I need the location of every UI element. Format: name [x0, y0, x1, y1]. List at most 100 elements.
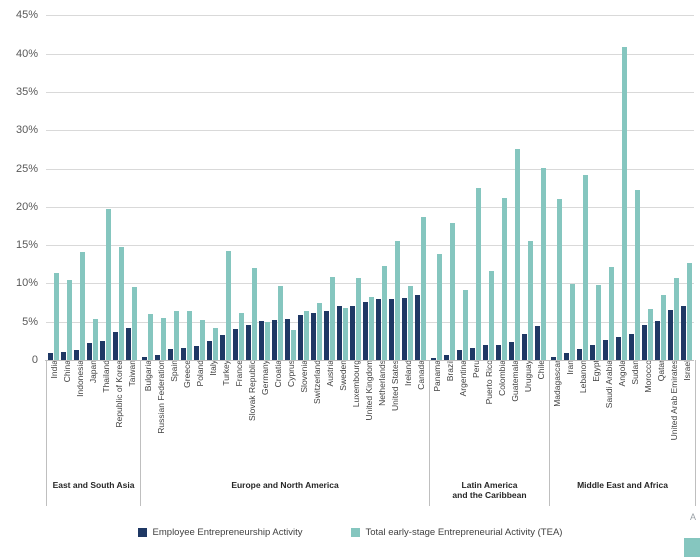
tea-bar [265, 322, 270, 360]
bar-pair [470, 10, 481, 360]
country-column [603, 10, 614, 360]
country-label: Spain [169, 360, 180, 472]
country-label: Slovak Republic [247, 360, 258, 472]
country-label-text: Lebanon [578, 360, 588, 394]
bar-pair [337, 10, 348, 360]
country-label-text: Ireland [403, 360, 413, 386]
country-column [655, 10, 666, 360]
country-label-text: Colombia [497, 360, 507, 396]
country-label-text: Guatemala [510, 360, 520, 402]
country-label-text: Italy [208, 360, 218, 376]
country-label: Egypt [591, 360, 602, 472]
bar-pair [285, 10, 296, 360]
eea-bar [87, 343, 92, 360]
country-label: Germany [260, 360, 271, 472]
country-label-text: Qatar [656, 360, 666, 382]
country-label-text: Japan [88, 360, 98, 384]
bar-pair [181, 10, 192, 360]
eea-bar [629, 334, 634, 360]
country-label: Ireland [403, 360, 414, 472]
country-column [681, 10, 692, 360]
country-column [100, 10, 111, 360]
country-column [155, 10, 166, 360]
bar-pair [298, 10, 309, 360]
country-label-text: Canada [416, 360, 426, 390]
country-label: Puerto Rico [484, 360, 495, 472]
country-column [483, 10, 494, 360]
country-label: Croatia [273, 360, 284, 472]
region-label: Europe and North America [231, 480, 339, 490]
legend: Employee Entrepreneurship Activity Total… [0, 527, 700, 538]
country-column [551, 10, 562, 360]
country-label-text: Slovak Republic [247, 360, 257, 421]
country-label: United Arab Emirates [669, 360, 680, 472]
gridline-20 [46, 206, 694, 208]
bar-pair [415, 10, 426, 360]
country-label: Brazil [445, 360, 456, 472]
eea-bar [509, 342, 514, 360]
country-label: United Kingdom [364, 360, 375, 472]
country-label: Luxembourg [351, 360, 362, 472]
region-label: Middle East and Africa [577, 480, 668, 490]
y-tick-label: 25% [15, 162, 38, 175]
eea-bar [655, 321, 660, 360]
bar-pair [668, 10, 679, 360]
tea-bar [395, 241, 400, 360]
bar-pair [577, 10, 588, 360]
country-label: Austria [325, 360, 336, 472]
eea-bar [337, 306, 342, 360]
bar-pair [113, 10, 124, 360]
country-column [457, 10, 468, 360]
y-tick-label: 35% [15, 85, 38, 98]
country-label-text: Luxembourg [351, 360, 361, 408]
region-group: India China Indonesia Japan Thailand Republic… [46, 10, 140, 506]
tea-bar [661, 295, 666, 360]
country-column [564, 10, 575, 360]
tea-bar [148, 314, 153, 360]
country-column [142, 10, 153, 360]
tea-bar [583, 175, 588, 360]
country-column [113, 10, 124, 360]
country-column [470, 10, 481, 360]
y-tick-label: 30% [15, 124, 38, 137]
y-tick-label: 20% [15, 200, 38, 213]
country-label: Saudi Arabia [604, 360, 615, 472]
bar-pair [681, 10, 692, 360]
eea-bar [642, 325, 647, 360]
eea-bar [681, 306, 686, 360]
tea-bar [93, 319, 98, 360]
country-label: Slovenia [299, 360, 310, 472]
eea-bar [272, 320, 277, 360]
tea-bar [343, 308, 348, 360]
eea-bar [668, 310, 673, 360]
y-tick-label: 45% [15, 9, 38, 22]
tea-bar [463, 290, 468, 360]
country-label-text: Thailand [101, 360, 111, 393]
tea-bar [570, 284, 575, 360]
tea-bar [648, 309, 653, 360]
bar-pair [376, 10, 387, 360]
tea-bar [239, 313, 244, 360]
page-corner-text: A [689, 512, 696, 522]
country-column [444, 10, 455, 360]
country-label: Guatemala [510, 360, 521, 472]
legend-label-tea: Total early-stage Entrepreneurial Activi… [365, 527, 563, 538]
country-label-text: Russian Federation [156, 360, 166, 434]
country-label: Sudan [630, 360, 641, 472]
group-footer: Bulgaria Russian Federation Spain Greece Pol… [140, 360, 429, 506]
eea-bar [113, 332, 118, 360]
y-tick-label: 5% [22, 315, 38, 328]
bar-pair [603, 10, 614, 360]
country-column [363, 10, 374, 360]
tea-bar [635, 190, 640, 360]
gridline-45 [46, 15, 694, 17]
country-column [522, 10, 533, 360]
tea-bar [421, 217, 426, 360]
eea-bar [207, 341, 212, 360]
eea-bar [457, 350, 462, 360]
country-label: China [62, 360, 73, 472]
bar-pair [389, 10, 400, 360]
country-column [376, 10, 387, 360]
bar-pair [551, 10, 562, 360]
tea-bar [622, 47, 627, 360]
